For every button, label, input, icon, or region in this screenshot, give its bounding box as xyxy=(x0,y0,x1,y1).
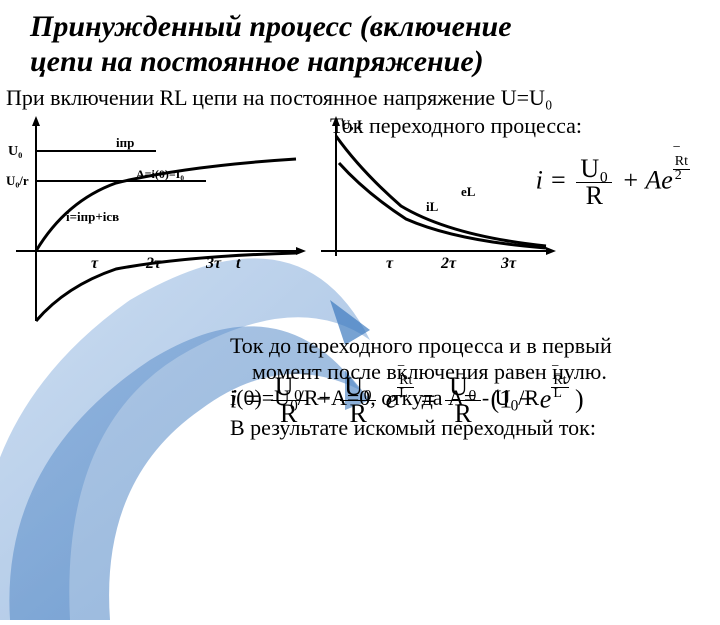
eq2-em2: − xyxy=(551,359,559,374)
text-line1: Ток до переходного процесса и в первый xyxy=(230,333,612,358)
title-line2: цепи на постоянное напряжение) xyxy=(30,45,484,78)
svg-text:U₀/r: U₀/r xyxy=(6,173,29,188)
eq1-lhs: i = xyxy=(536,165,567,194)
eq2-d1: R xyxy=(271,401,307,427)
title-line1: Принужденный процесс (включение xyxy=(30,10,512,43)
svg-text:2τ: 2τ xyxy=(145,255,162,272)
svg-text:3τ: 3τ xyxy=(205,255,222,272)
svg-text:iL: iL xyxy=(426,199,439,214)
svg-text:U, I: U, I xyxy=(341,117,362,132)
eq2-e1: e xyxy=(386,384,398,413)
eq2-n2: U₀ xyxy=(340,374,376,401)
svg-text:t: t xyxy=(236,255,241,272)
eq2-n3: U₀ xyxy=(445,374,481,401)
equation-1: i = U₀R + Ae−Rt2 xyxy=(536,140,690,209)
eq2-em1: − xyxy=(397,359,405,374)
eq1-den: R xyxy=(576,183,612,209)
eq1-plus: + Ae xyxy=(622,165,673,194)
eq2-eq: = xyxy=(421,384,436,413)
slide-title: Принужденный процесс (включение цепи на … xyxy=(0,0,720,83)
subtitle: При включении RL цепи на постоянное напр… xyxy=(0,83,720,113)
eq2-e2: e xyxy=(540,384,552,413)
svg-text:U₀: U₀ xyxy=(8,144,22,159)
eq2-close: ) xyxy=(575,384,584,413)
svg-text:eL: eL xyxy=(461,184,476,199)
eq1-exp-minus: − xyxy=(673,140,681,155)
eq2-minus1: − xyxy=(316,384,331,413)
svg-text:i=iпр+iсв: i=iпр+iсв xyxy=(66,209,119,224)
eq1-exp-den: 2 xyxy=(673,170,690,183)
equation-2: i = U₀R − U₀R e−RtL = U₀R (1 − e−RtL ) xyxy=(230,359,584,428)
eq2-d3: R xyxy=(445,401,481,427)
eq1-num: U₀ xyxy=(576,156,612,183)
svg-text:τ: τ xyxy=(91,255,99,272)
svg-text:τ: τ xyxy=(386,255,394,272)
eq2-n1: U₀ xyxy=(271,374,307,401)
eq2-lhs: i = xyxy=(230,384,261,413)
eq2-d2: R xyxy=(340,401,376,427)
eq2-open: (1 − xyxy=(490,384,533,413)
svg-text:3τ: 3τ xyxy=(500,255,517,272)
chart-left: U₀ iпр U₀/r A=i(0)=I₀ i=iпр+iсв τ 2τ 3τ … xyxy=(6,111,311,331)
eq2-ed2: L xyxy=(551,388,568,401)
chart-right: U, I iL eL τ 2τ 3τ xyxy=(311,111,561,331)
svg-text:2τ: 2τ xyxy=(440,255,457,272)
svg-text:iпр: iпр xyxy=(116,135,134,150)
eq2-ed1: L xyxy=(397,388,414,401)
